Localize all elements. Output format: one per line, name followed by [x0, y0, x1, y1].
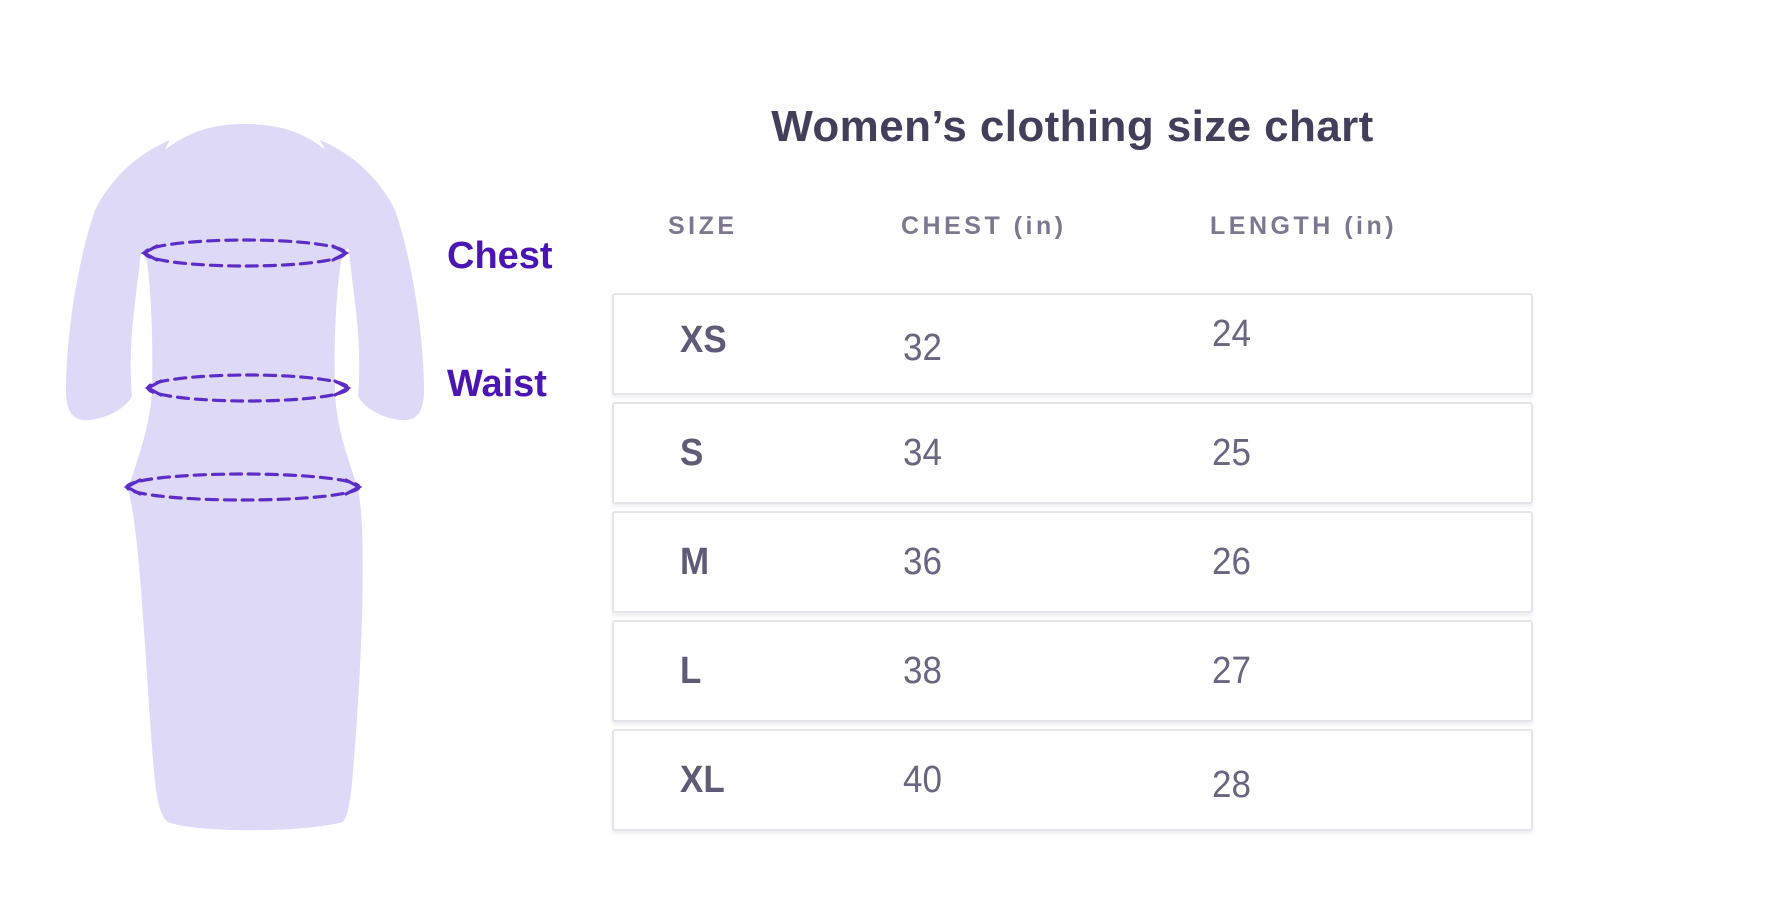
- table-row-xl: XL 40 28: [612, 729, 1533, 831]
- length-value: 27: [1212, 649, 1251, 692]
- length-value: 28: [1212, 763, 1251, 806]
- header-size: SIZE: [668, 212, 738, 240]
- length-value: 24: [1212, 312, 1251, 355]
- chest-value: 34: [903, 431, 942, 474]
- chest-value: 40: [903, 758, 942, 801]
- header-chest: CHEST (in): [901, 212, 1067, 240]
- dress-illustration: [40, 100, 500, 840]
- chest-value: 38: [903, 649, 942, 692]
- chest-measurement-ellipse: [140, 238, 350, 268]
- table-row-l: L 38 27: [612, 620, 1533, 722]
- length-value: 26: [1212, 540, 1251, 583]
- size-value: S: [680, 431, 704, 474]
- chest-label: Chest: [447, 235, 553, 277]
- header-length: LENGTH (in): [1210, 212, 1398, 240]
- chest-value: 36: [903, 540, 942, 583]
- size-table: XS 32 24 S 34 25 M 36 26 L 38 27 XL 40 2…: [612, 293, 1533, 838]
- table-row-xs: XS 32 24: [612, 293, 1533, 395]
- size-value: L: [680, 649, 702, 692]
- size-value: XL: [680, 758, 725, 801]
- length-value: 25: [1212, 431, 1251, 474]
- table-row-s: S 34 25: [612, 402, 1533, 504]
- size-table-header: SIZE CHEST (in) LENGTH (in): [612, 212, 1533, 241]
- chest-value: 32: [903, 326, 942, 369]
- dress-silhouette-illustration: [65, 124, 425, 831]
- waist-measurement-ellipse: [144, 373, 352, 403]
- page-title: Women’s clothing size chart: [771, 102, 1374, 151]
- waist-label: Waist: [447, 363, 547, 405]
- dress-body: [116, 124, 372, 831]
- hip-measurement-ellipse: [123, 472, 363, 502]
- size-value: M: [680, 540, 710, 583]
- size-value: XS: [680, 318, 727, 361]
- table-row-m: M 36 26: [612, 511, 1533, 613]
